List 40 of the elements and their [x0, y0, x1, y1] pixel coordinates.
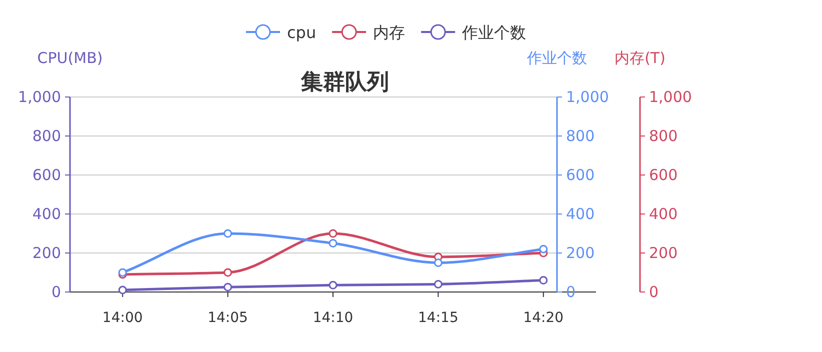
y2-tick-label: 800 [566, 127, 595, 145]
y-tick-label: 1,000 [18, 88, 61, 106]
x-tick-label: 14:10 [312, 310, 354, 326]
y2-axis-title: 作业个数 [526, 49, 587, 67]
point [539, 244, 548, 254]
x-tick-label: 14:00 [102, 310, 143, 326]
y3-tick-label: 0 [649, 283, 659, 301]
legend-label: 内存 [373, 23, 406, 42]
y-tick-label: 200 [32, 244, 61, 262]
point [328, 280, 338, 290]
point [434, 280, 442, 288]
point [328, 239, 338, 248]
legend-label: cpu [287, 23, 316, 42]
y3-tick-label: 1,000 [649, 88, 692, 106]
y2-tick-label: 1,000 [566, 88, 609, 106]
point [224, 282, 232, 292]
y-tick-label: 600 [32, 166, 61, 184]
legend-label: 作业个数 [461, 23, 526, 42]
y2-tick-label: 600 [566, 166, 595, 184]
y3-tick-label: 200 [649, 244, 678, 262]
point [118, 286, 127, 294]
point [328, 229, 338, 238]
y3-tick-label: 600 [649, 166, 678, 184]
point [224, 229, 232, 238]
y-tick-label: 400 [32, 205, 61, 223]
y2-tick-label: 400 [566, 205, 595, 223]
x-tick-label: 14:05 [208, 310, 248, 326]
y3-tick-label: 400 [649, 205, 678, 223]
chart-title: 集群队列 [300, 70, 389, 95]
y3-axis-title: 内存(T) [614, 49, 666, 67]
y-tick-label: 0 [51, 283, 61, 301]
point [434, 258, 442, 267]
y3-tick-label: 800 [649, 127, 678, 145]
point [224, 268, 232, 277]
y2-tick-label: 200 [566, 244, 595, 262]
y-tick-label: 800 [32, 127, 61, 145]
y-axis-title: CPU(MB) [37, 49, 103, 67]
x-tick-label: 14:15 [418, 310, 458, 326]
x-tick-label: 14:20 [523, 310, 564, 326]
point [539, 276, 548, 285]
